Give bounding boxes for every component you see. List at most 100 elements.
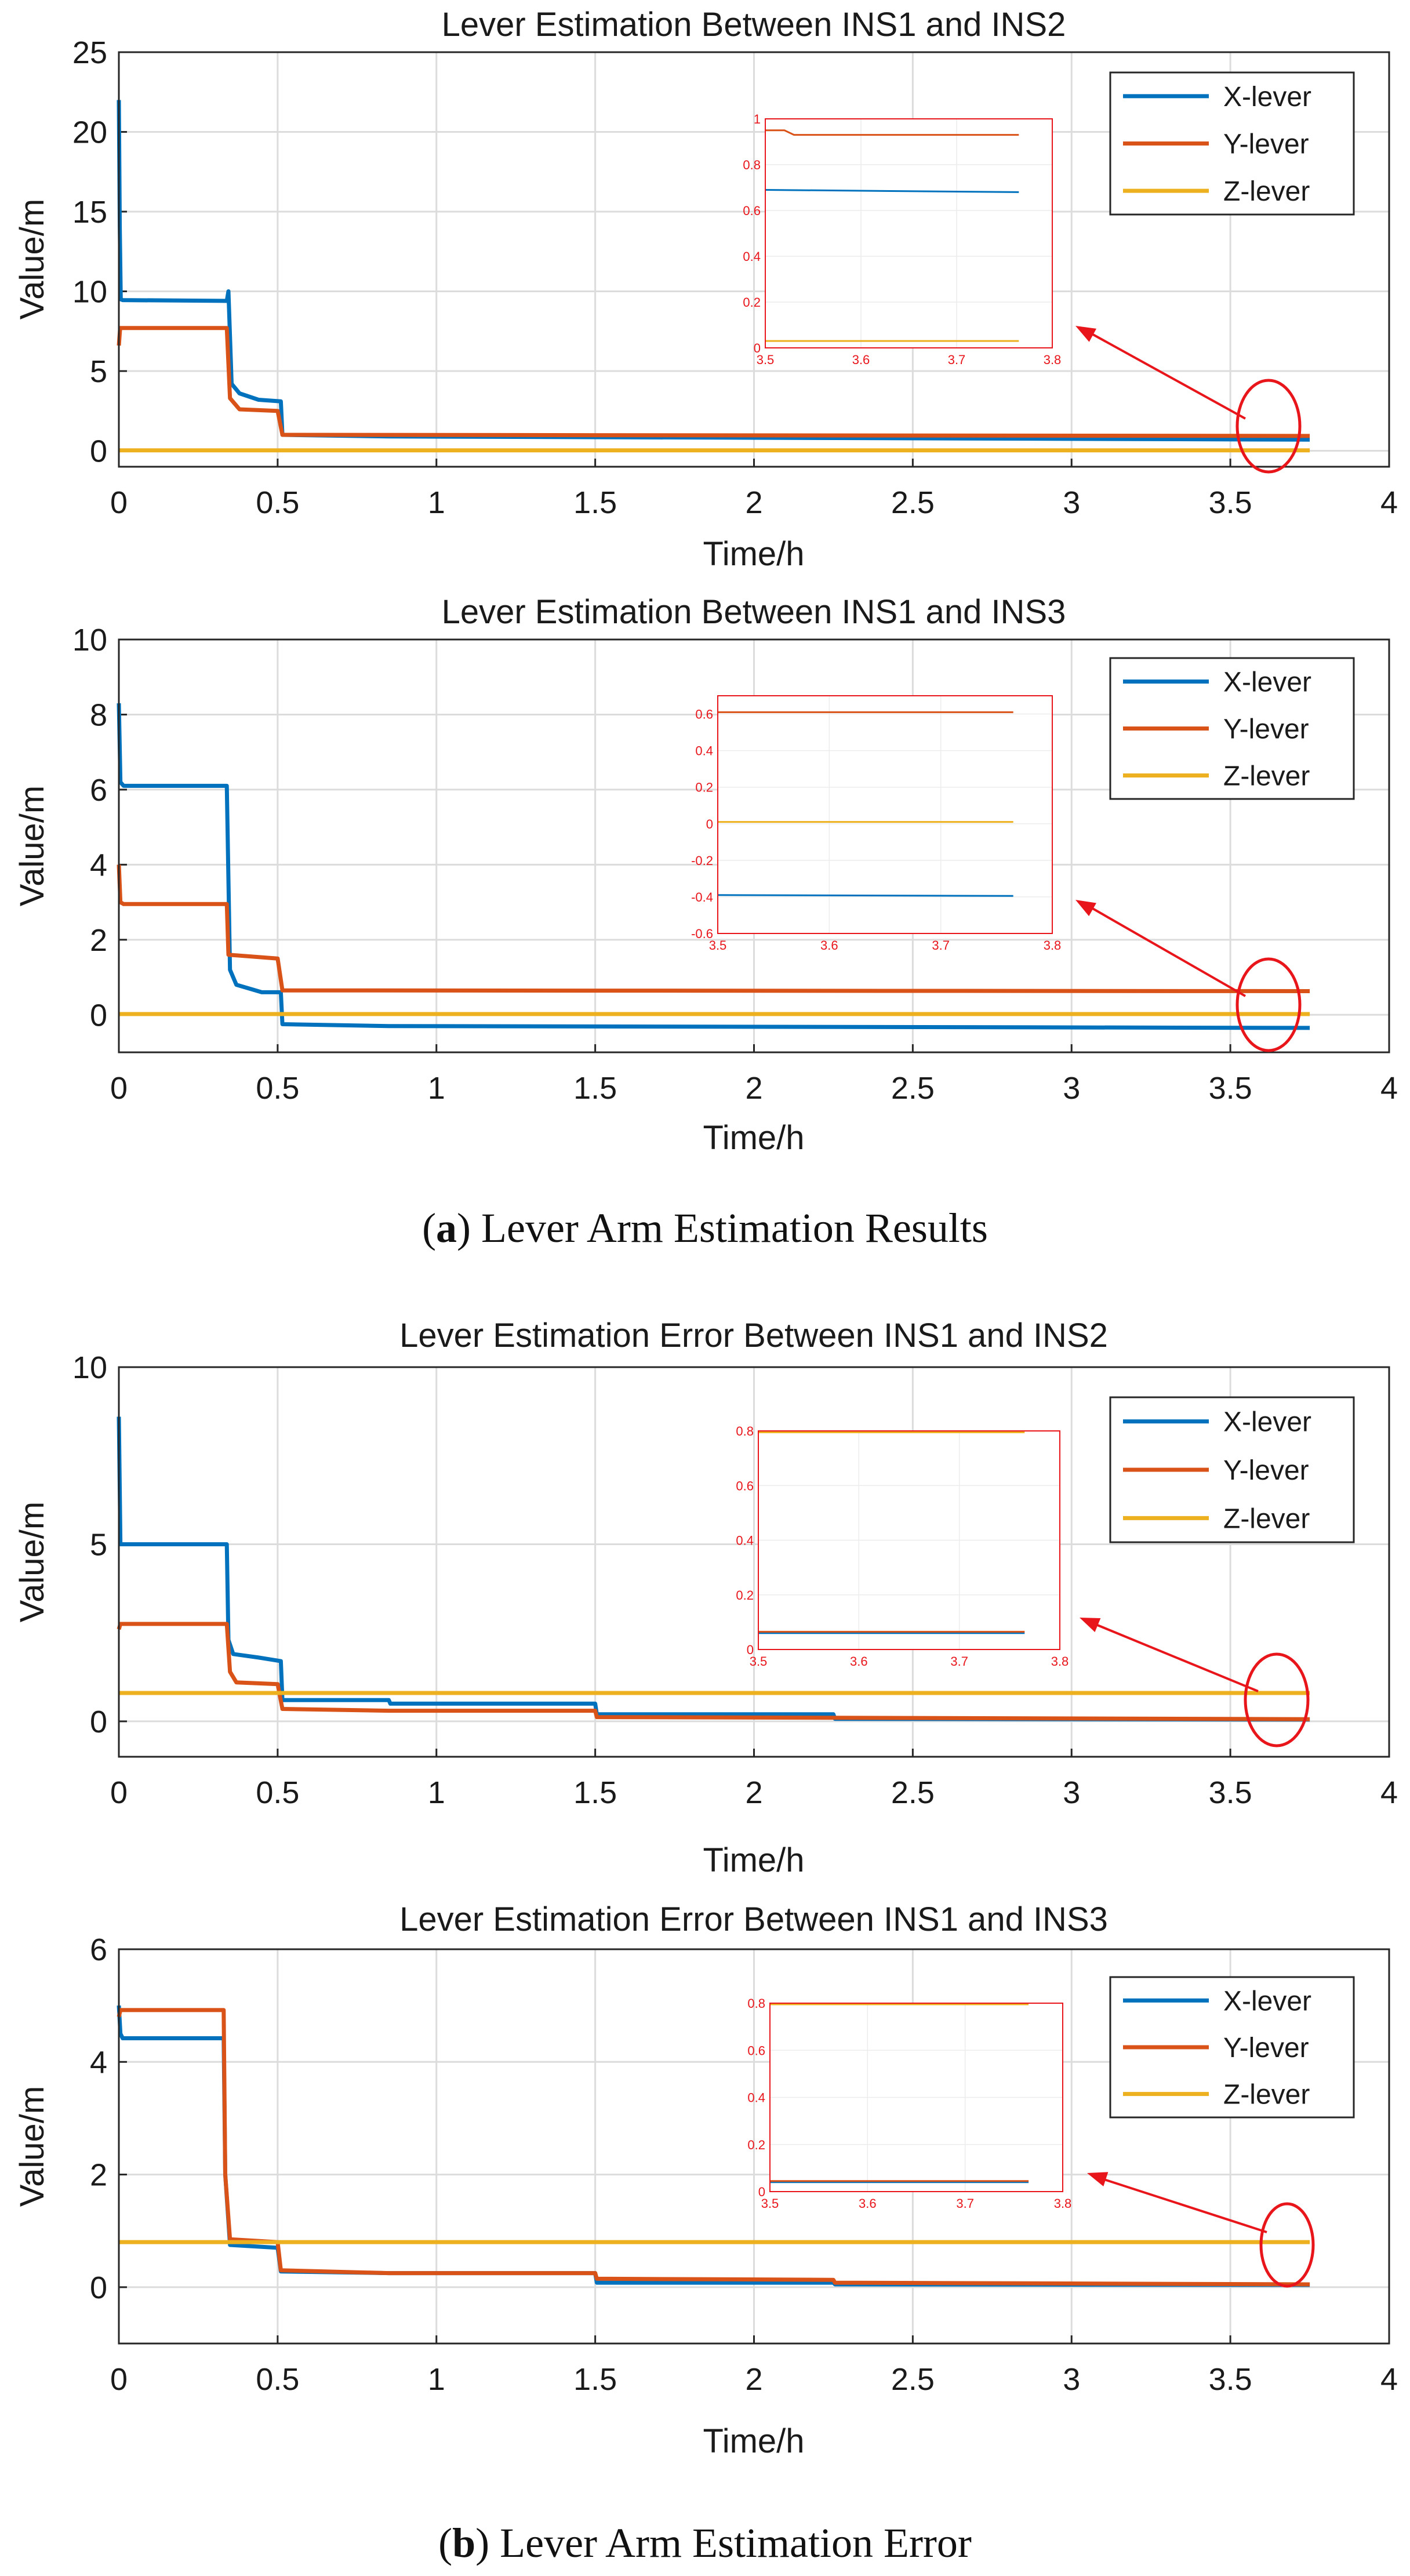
x-tick-label: 1 — [428, 1775, 445, 1810]
y-tick-label: 2 — [90, 923, 107, 958]
x-tick-label: 2.5 — [891, 485, 935, 520]
inset-border — [717, 695, 1053, 934]
zoom-arrow-head — [1075, 326, 1097, 342]
inset-x-tick-label: 3.6 — [820, 938, 838, 953]
chart-panel-2: 0 0.5 1 1.5 2 2.5 3 3.5 4 0 2 4 6 8 10 Lever Estimation… — [13, 593, 1398, 1157]
inset-y-tick-label: 0.4 — [747, 2091, 765, 2105]
x-tick-label: 3.5 — [1209, 1775, 1252, 1810]
y-tick-label: 25 — [72, 35, 107, 70]
y-tick-label: 8 — [90, 697, 107, 732]
y-tick-label: 20 — [72, 115, 107, 150]
chart-title: Lever Estimation Error Between INS1 and … — [399, 1901, 1108, 1938]
inset-x-tick-label: 3.8 — [1044, 353, 1062, 367]
zoom-arrow-line — [1095, 2175, 1267, 2233]
x-axis-label: Time/h — [703, 1119, 804, 1157]
inset-series-line-x-lever — [717, 894, 1013, 897]
x-tick-label: 1.5 — [573, 485, 617, 520]
x-tick-label: 2.5 — [891, 1775, 935, 1810]
inset-y-tick-label: 0.4 — [743, 249, 761, 264]
inset-x-tick-label: 3.5 — [750, 1654, 768, 1669]
inset-zoom: 3.5 3.6 3.7 3.8 0 0.2 0.4 0.6 0.8 — [736, 1424, 1069, 1669]
inset-y-tick-label: 0.8 — [736, 1424, 754, 1438]
x-tick-label: 0 — [110, 1775, 128, 1810]
inset-y-tick-label: 0.8 — [747, 1996, 765, 2011]
legend-label-z-lever: Z-lever — [1223, 1503, 1310, 1534]
x-tick-label: 3 — [1063, 1071, 1080, 1106]
inset-y-tick-label: 0.4 — [736, 1534, 754, 1548]
inset-y-tick-label: -0.2 — [691, 853, 713, 868]
inset-y-tick-label: 1 — [754, 112, 761, 126]
y-axis-label: Value/m — [13, 2086, 51, 2207]
x-tick-label: 1 — [428, 485, 445, 520]
plot-frame — [118, 1948, 1390, 2345]
legend-label-x-lever: X-lever — [1223, 667, 1311, 698]
x-tick-label: 2.5 — [891, 2362, 935, 2397]
x-tick-label: 3.5 — [1209, 2362, 1252, 2397]
inset-y-tick-label: 0.8 — [743, 158, 761, 172]
inset-x-tick-label: 3.8 — [1054, 2196, 1072, 2211]
chart-panel-4: 0 0.5 1 1.5 2 2.5 3 3.5 4 0 2 4 6 Lever Estimation Er… — [13, 1901, 1398, 2460]
zoom-highlight-ellipse — [1235, 957, 1302, 1052]
inset-y-tick-label: 0.2 — [747, 2138, 765, 2152]
y-tick-label: 2 — [90, 2158, 107, 2193]
inset-x-tick-label: 3.7 — [950, 1654, 968, 1669]
inset-y-tick-label: 0 — [758, 2185, 765, 2199]
legend-label-x-lever: X-lever — [1223, 1986, 1311, 2017]
chart-panel-3: 0 0.5 1 1.5 2 2.5 3 3.5 4 0 5 10 Lever Estimation Er… — [13, 1317, 1398, 1879]
x-tick-label: 0 — [110, 2362, 128, 2397]
chart-title: Lever Estimation Between INS1 and INS3 — [442, 593, 1066, 631]
inset-y-tick-label: 0 — [747, 1643, 754, 1657]
inset-y-tick-label: -0.4 — [691, 890, 713, 904]
series-line-x-lever — [117, 703, 1310, 1030]
x-tick-label: 2 — [745, 1071, 762, 1106]
legend-label-z-lever: Z-lever — [1223, 176, 1310, 207]
plot-frame — [118, 638, 1390, 1053]
zoom-highlight-ellipse — [1235, 379, 1302, 474]
x-axis-label: Time/h — [703, 2422, 804, 2460]
inset-y-tick-label: 0.6 — [695, 707, 713, 722]
inset-series-line-x-lever — [765, 189, 1019, 193]
y-tick-label: 15 — [72, 195, 107, 230]
zoom-arrow-line — [1087, 1620, 1259, 1692]
legend-label-y-lever: Y-lever — [1223, 1455, 1309, 1486]
legend-label-z-lever: Z-lever — [1223, 761, 1310, 792]
inset-y-tick-label: -0.6 — [691, 927, 713, 941]
y-tick-label: 4 — [90, 2045, 107, 2080]
inset-x-tick-label: 3.5 — [761, 2196, 779, 2211]
x-tick-label: 4 — [1380, 1071, 1398, 1106]
caption-a-text: Lever Arm Estimation Results — [481, 1205, 988, 1251]
inset-x-tick-label: 3.8 — [1044, 938, 1062, 953]
y-axis-label: Value/m — [13, 199, 51, 319]
x-tick-label: 4 — [1380, 2362, 1398, 2397]
inset-zoom: 3.5 3.6 3.7 3.8 0 0.2 0.4 0.6 0.8 — [747, 1996, 1071, 2211]
caption-a-letter: a — [436, 1205, 457, 1251]
legend-label-z-lever: Z-lever — [1223, 2080, 1310, 2110]
inset-zoom: 3.5 3.6 3.7 3.8 -0.6 -0.4 -0.2 0 0.2 0.4 0.6 — [691, 695, 1062, 953]
inset-y-tick-label: 0 — [754, 341, 761, 355]
x-tick-label: 2.5 — [891, 1071, 935, 1106]
caption-b-letter: b — [452, 2520, 475, 2566]
x-tick-label: 4 — [1380, 485, 1398, 520]
x-tick-label: 2 — [745, 2362, 762, 2397]
zoom-highlight-ellipse — [1259, 2202, 1315, 2288]
inset-y-tick-label: 0.2 — [736, 1588, 754, 1603]
zoom-arrow-head — [1075, 900, 1096, 917]
legend-label-y-lever: Y-lever — [1223, 129, 1309, 160]
inset-frame — [765, 118, 1053, 348]
y-tick-label: 4 — [90, 848, 107, 882]
inset-series-line-y-lever — [765, 129, 1019, 136]
inset-x-tick-label: 3.6 — [852, 353, 870, 367]
x-tick-label: 0.5 — [256, 485, 299, 520]
inset-y-tick-label: 0.2 — [743, 295, 761, 310]
x-tick-label: 1.5 — [573, 1071, 617, 1106]
x-tick-label: 0 — [110, 485, 128, 520]
inset-frame — [717, 695, 1053, 934]
zoom-arrow-head — [1080, 1618, 1101, 1632]
x-axis-label: Time/h — [703, 535, 804, 573]
y-tick-label: 5 — [90, 1527, 107, 1562]
series-line-x-lever — [117, 1416, 1310, 1722]
x-tick-label: 0.5 — [256, 2362, 299, 2397]
inset-x-tick-label: 3.6 — [850, 1654, 868, 1669]
